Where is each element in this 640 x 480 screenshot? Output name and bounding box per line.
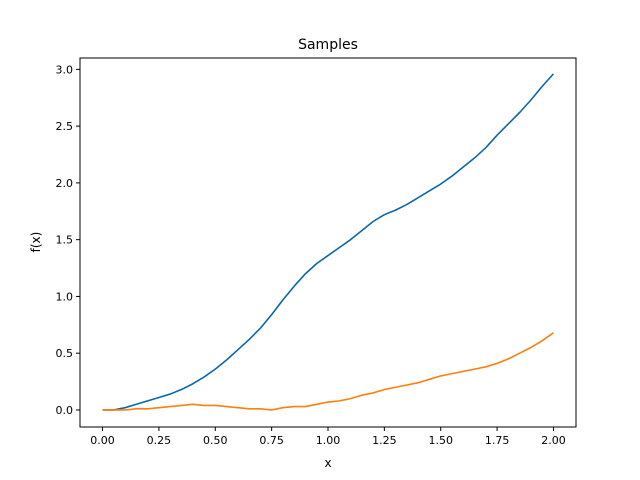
x-tick-label: 1.00	[316, 434, 341, 447]
y-axis-ticks: 0.0 0.5 1.0 1.5 2.0 2.5 3.0	[56, 63, 80, 417]
x-tick-label: 0.50	[203, 434, 228, 447]
x-tick-label: 2.00	[541, 434, 566, 447]
y-tick-label: 0.0	[56, 404, 74, 417]
series-layer	[102, 73, 555, 411]
series-line-1	[102, 73, 555, 411]
x-tick-label: 1.50	[428, 434, 453, 447]
y-tick-label: 2.5	[56, 120, 74, 133]
x-tick-label: 0.75	[259, 434, 284, 447]
x-tick-label: 1.75	[485, 434, 510, 447]
x-tick-label: 0.25	[147, 434, 172, 447]
x-axis-ticks: 0.00 0.25 0.50 0.75 1.00 1.25 1.50 1.75 2.00	[90, 427, 566, 447]
series-line-2	[102, 332, 554, 411]
y-tick-label: 3.0	[56, 63, 74, 76]
x-tick-label: 1.25	[372, 434, 397, 447]
y-tick-label: 1.5	[56, 234, 74, 247]
x-tick-label: 0.00	[90, 434, 115, 447]
plot-frame	[79, 57, 577, 428]
chart-title: Samples	[298, 37, 358, 53]
y-axis-label: f(x)	[29, 232, 43, 253]
y-tick-label: 0.5	[56, 347, 74, 360]
y-tick-label: 1.0	[56, 290, 74, 303]
x-axis-label: x	[324, 456, 331, 470]
y-tick-label: 2.0	[56, 177, 74, 190]
